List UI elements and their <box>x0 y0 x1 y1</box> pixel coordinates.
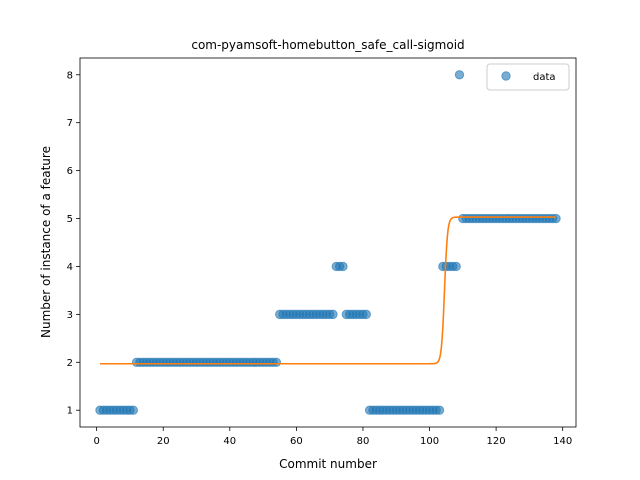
legend: data <box>486 63 570 91</box>
y-axis-title: Number of instance of a feature <box>39 146 53 338</box>
y-tick-label: 2 <box>67 358 73 369</box>
x-tick-label: 20 <box>157 436 170 447</box>
data-point <box>328 309 338 320</box>
x-axis-title: Commit number <box>279 457 377 471</box>
y-tick-label: 6 <box>67 166 73 177</box>
y-tick-label: 7 <box>67 118 73 129</box>
x-tick-label: 140 <box>553 436 572 447</box>
x-tick-label: 80 <box>357 436 370 447</box>
x-tick-label: 40 <box>223 436 236 447</box>
data-point <box>128 405 138 415</box>
x-tick-label: 120 <box>487 436 506 447</box>
chart-title: com-pyamsoft-homebutton_safe_call-sigmoi… <box>191 38 464 52</box>
y-tick-label: 1 <box>67 406 73 417</box>
y-axis: 1 2 3 4 5 6 7 8 <box>67 70 80 417</box>
legend-label: data <box>533 72 556 83</box>
y-tick-label: 4 <box>67 262 73 273</box>
x-tick-label: 60 <box>290 436 303 447</box>
data-point <box>451 261 461 272</box>
legend-box <box>486 63 570 91</box>
y-tick-label: 5 <box>67 214 73 225</box>
x-tick-label: 0 <box>93 436 99 447</box>
plot-area <box>95 70 561 415</box>
data-point <box>361 309 371 320</box>
x-axis: 0 20 40 60 80 100 120 140 <box>93 427 572 447</box>
data-point <box>338 261 348 272</box>
sigmoid-fit-line <box>99 216 557 365</box>
legend-marker <box>501 71 511 81</box>
plot-frame <box>79 57 577 428</box>
data-point <box>434 405 445 415</box>
y-tick-label: 8 <box>67 70 73 81</box>
data-point <box>454 70 465 80</box>
data-point <box>551 213 561 224</box>
x-tick-label: 100 <box>420 436 439 447</box>
y-tick-label: 3 <box>67 310 73 321</box>
data-point <box>271 357 282 368</box>
